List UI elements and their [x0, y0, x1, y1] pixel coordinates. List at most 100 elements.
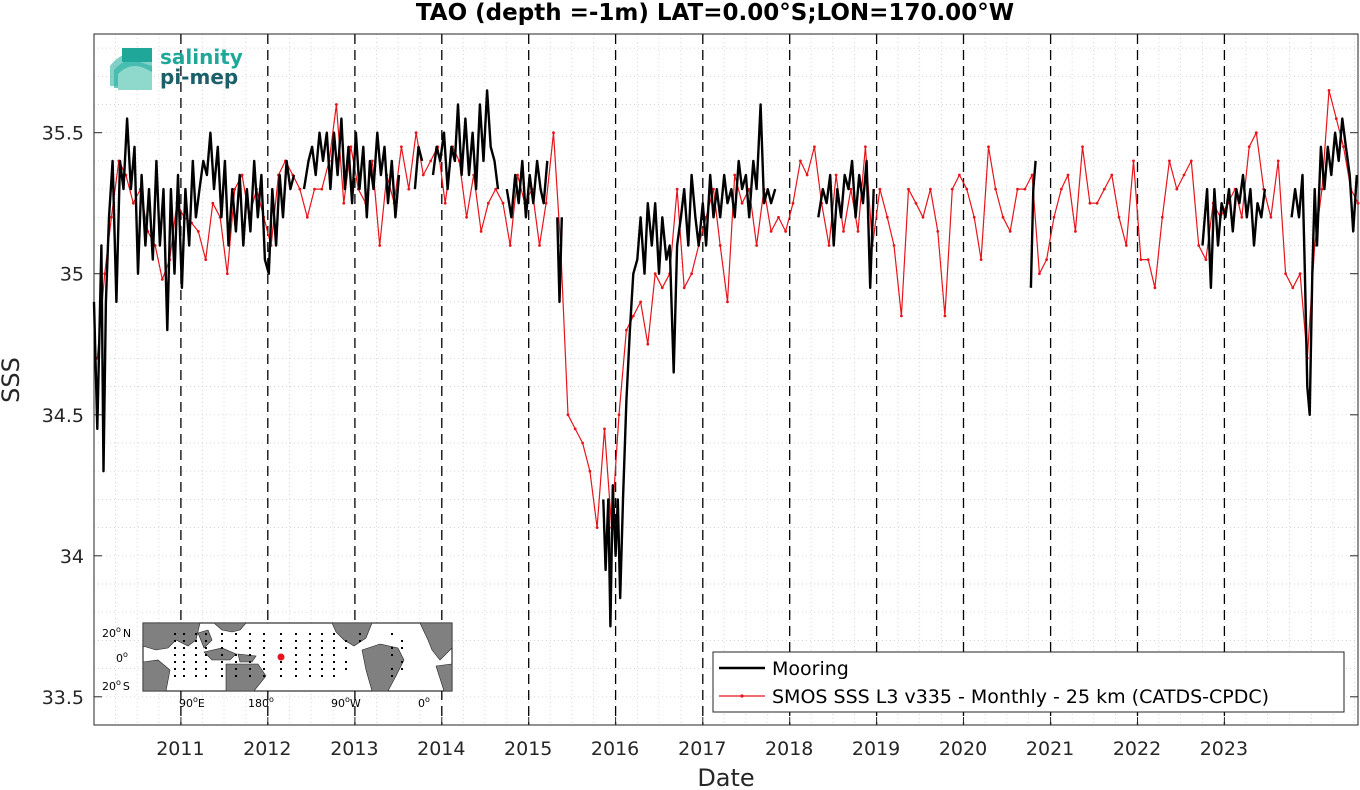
smos-point: [805, 173, 809, 177]
smos-point: [486, 201, 490, 205]
x-tick-label: 2012: [243, 738, 291, 760]
smos-point: [573, 427, 577, 431]
smos-point: [979, 258, 983, 261]
inset-buoy: [263, 647, 265, 649]
smos-point: [929, 187, 932, 191]
inset-map: 20o N 0o 20o S 90oE 180o 90oW 0o: [102, 622, 453, 710]
inset-buoy: [263, 661, 265, 663]
smos-point: [211, 201, 215, 205]
smos-point: [1160, 215, 1164, 219]
inset-buoy: [183, 647, 185, 649]
smos-point: [429, 159, 433, 163]
inset-buoy: [295, 668, 297, 670]
smos-point: [936, 230, 940, 233]
smos-point: [747, 187, 751, 191]
smos-point: [856, 230, 860, 233]
inset-buoy: [205, 654, 207, 656]
x-tick-label: 2018: [765, 738, 813, 760]
salinity-pimep-logo: salinity pi-mep: [110, 45, 243, 90]
inset-buoy: [183, 633, 185, 635]
inset-buoy: [221, 640, 223, 642]
inset-buoy: [321, 633, 323, 635]
smos-point: [1320, 187, 1324, 191]
inset-buoy: [295, 640, 297, 642]
inset-buoy: [295, 661, 297, 663]
inset-buoy: [174, 633, 176, 635]
inset-lat-20s: 20o S: [102, 678, 130, 693]
smos-point: [320, 187, 324, 191]
inset-buoy: [321, 668, 323, 670]
inset-land: [142, 622, 453, 692]
inset-buoy: [249, 654, 251, 656]
smos-point: [769, 230, 773, 233]
inset-buoy: [183, 654, 185, 656]
inset-buoy: [280, 647, 282, 649]
smos-point: [892, 244, 896, 247]
inset-buoy: [174, 675, 176, 677]
inset-buoy: [174, 647, 176, 649]
y-tick-label: 34: [60, 546, 84, 568]
smos-point: [965, 187, 969, 191]
smos-point: [595, 526, 599, 529]
logo-line2: pi-mep: [160, 65, 238, 89]
inset-lon-90w: 90oW: [331, 695, 361, 710]
inset-buoy: [263, 654, 265, 656]
smos-point: [479, 230, 483, 233]
inset-lat-20n: 20o N: [102, 625, 131, 640]
inset-buoy: [280, 633, 282, 635]
mooring-segment: [431, 89, 500, 191]
inset-buoy: [321, 640, 323, 642]
smos-point: [987, 145, 990, 149]
inset-buoy: [345, 647, 347, 649]
smos-point: [784, 230, 787, 233]
inset-buoy: [183, 668, 185, 670]
x-tick-label: 2023: [1200, 738, 1248, 760]
inset-buoy: [295, 654, 297, 656]
x-tick-label: 2015: [504, 738, 552, 760]
inset-buoy: [280, 661, 282, 663]
inset-buoy: [309, 633, 311, 635]
smos-point: [131, 201, 135, 205]
smos-point: [1291, 286, 1295, 290]
smos-point: [1132, 159, 1135, 163]
inset-buoy: [345, 668, 347, 670]
smos-point: [1182, 173, 1186, 177]
inset-buoy: [401, 640, 403, 642]
smos-point: [631, 314, 635, 318]
smos-point: [849, 187, 853, 191]
inset-buoy: [249, 647, 251, 649]
smos-point: [400, 145, 403, 149]
smos-point: [494, 187, 498, 191]
smos-point: [508, 244, 512, 247]
smos-point: [1066, 173, 1070, 177]
smos-point: [516, 173, 519, 177]
inset-buoy: [309, 668, 311, 670]
smos-point: [538, 244, 541, 247]
inset-buoy: [333, 668, 335, 670]
smos-point: [1327, 89, 1331, 92]
smos-point: [1124, 244, 1128, 247]
smos-point: [407, 187, 411, 191]
inset-buoy: [183, 675, 185, 677]
smos-point: [1030, 173, 1034, 177]
smos-point: [110, 215, 113, 219]
smos-point: [733, 173, 737, 177]
smos-point: [378, 244, 382, 247]
legend-marker-smos: [740, 694, 744, 698]
smos-point: [552, 131, 555, 135]
smos-point: [305, 215, 309, 219]
inset-buoy: [195, 640, 197, 642]
smos-point: [103, 272, 107, 276]
mooring-series: [92, 89, 1358, 628]
inset-buoy: [195, 633, 197, 635]
inset-buoys: [174, 633, 403, 677]
smos-point: [443, 201, 447, 205]
smos-point: [842, 230, 845, 233]
x-tick-label: 2016: [591, 738, 639, 760]
smos-point: [1095, 201, 1099, 205]
inset-buoy: [309, 654, 311, 656]
smos-point: [639, 300, 642, 304]
smos-point: [1038, 272, 1041, 276]
smos-point: [834, 173, 838, 177]
